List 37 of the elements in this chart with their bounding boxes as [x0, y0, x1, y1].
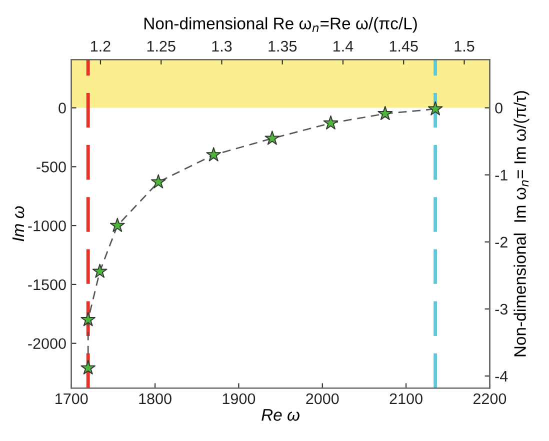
x2-tick-label: 1.25: [147, 40, 176, 52]
y2-tick-label: 0: [495, 102, 502, 114]
x-axis-title: Re ω: [262, 409, 300, 421]
x-tick-label: 1900: [222, 393, 256, 404]
point: [92, 264, 108, 278]
y-tick-label: 0: [58, 102, 66, 114]
x-tick-label: 1800: [139, 393, 172, 404]
point: [428, 101, 443, 116]
x2-tick-label: 1.3: [212, 40, 232, 52]
y-tick-label: -1500: [28, 279, 66, 290]
x-tick-label: 2200: [473, 393, 506, 404]
point: [206, 147, 222, 162]
point: [323, 115, 338, 130]
y2-tick-label: -2: [495, 236, 508, 248]
y2-tick-label: -1: [495, 170, 508, 180]
x2-tick-label: 1.35: [268, 40, 297, 52]
y-tick-label: -500: [36, 162, 66, 172]
x-tick-label: 2000: [306, 393, 339, 404]
point: [80, 360, 96, 374]
y2-tick-label: -4: [495, 371, 508, 382]
x2-tick-label: 1.45: [390, 40, 418, 52]
y2-axis-title: Non-dimensional Im ω$_{n}$= Im ω/(π/τ): [514, 91, 530, 356]
point: [378, 106, 393, 120]
y2-tick-label: -3: [495, 304, 508, 315]
x-tick-label: 2100: [390, 393, 422, 404]
x2-tick-label: 1.5: [454, 40, 474, 52]
point: [110, 218, 125, 232]
point: [150, 174, 166, 188]
x2-tick-label: 1.4: [334, 40, 354, 52]
point: [80, 312, 96, 326]
y-axis-title: Im ω: [12, 206, 24, 242]
x-tick-label: 1700: [56, 393, 88, 404]
y-tick-label: -1000: [28, 220, 66, 232]
y-tick-label: -2000: [28, 338, 66, 350]
point: [264, 130, 280, 145]
x2-tick-label: 1.2: [91, 40, 110, 52]
x2-axis-title: Non-dimensional Re ω$_{n}$=Re ω/(πc/L): [144, 17, 417, 33]
